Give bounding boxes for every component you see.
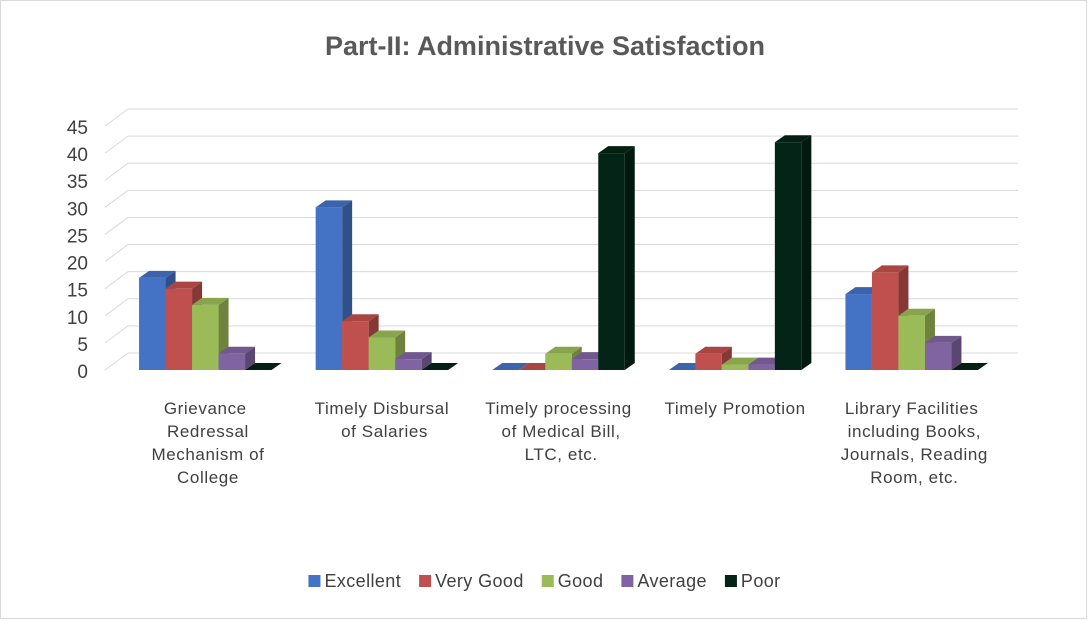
bar (721, 364, 749, 370)
y-tick-label: 15 (67, 281, 88, 302)
y-tick-label: 45 (67, 118, 88, 139)
bar-top (545, 346, 582, 354)
bar (871, 272, 899, 370)
bar-top (342, 314, 379, 322)
bar-top (951, 363, 988, 370)
bar-top (492, 363, 529, 370)
bar (315, 207, 343, 370)
bar (545, 353, 572, 370)
grid-line-side (104, 217, 129, 235)
legend-swatch (541, 575, 554, 587)
bar (748, 364, 775, 370)
bar (598, 153, 625, 370)
legend-label: Excellent (324, 571, 401, 591)
bar (368, 337, 396, 370)
bar-top (695, 346, 732, 354)
y-tick-label: 0 (77, 362, 88, 383)
legend-swatch (724, 575, 737, 587)
x-tick-label: Timely processing of Medical Bill, LTC, … (485, 399, 632, 464)
bar-top (421, 363, 459, 370)
bar-top (871, 265, 909, 273)
bar-top (395, 352, 432, 360)
bar-top (774, 135, 812, 143)
bar-top (192, 297, 229, 305)
chart-title: Part-II: Administrative Satisfaction (325, 31, 765, 61)
legend-swatch (419, 575, 432, 587)
legend-label: Poor (741, 571, 781, 591)
bar-side (245, 346, 256, 370)
y-tick-label: 30 (67, 199, 88, 220)
bar-top (924, 335, 962, 343)
bar-top (598, 146, 635, 154)
bar-top (245, 363, 282, 370)
bar (845, 294, 872, 370)
bar-top (218, 346, 256, 354)
grid-line-side (104, 298, 129, 317)
bar (139, 277, 166, 370)
bar-side (624, 146, 635, 370)
grid-line-side (104, 189, 129, 208)
grid-line-side (104, 352, 129, 371)
x-tick-label: Library Facilities including Books, Jour… (835, 399, 988, 487)
bar (342, 321, 369, 370)
bar (774, 142, 802, 370)
x-tick-label: Timely Promotion (664, 399, 805, 418)
bar-top (165, 281, 203, 289)
legend-label: Average (637, 571, 707, 591)
bar-top (368, 330, 406, 338)
legend-label: Very Good (435, 571, 524, 591)
legend-item: Poor (724, 571, 781, 591)
legend-swatch (308, 575, 321, 587)
y-tick-label: 20 (67, 254, 88, 275)
grid-line-side (104, 271, 129, 290)
bar-side (801, 135, 812, 370)
bar (898, 315, 925, 370)
grid-line-side (104, 325, 129, 344)
grid-line-side (104, 108, 129, 127)
bar-top (139, 270, 176, 278)
y-tick-label: 10 (67, 308, 88, 329)
grid-line-side (104, 135, 129, 154)
legend-label: Good (558, 571, 604, 591)
bar (192, 304, 219, 370)
bar (571, 359, 599, 370)
bar (924, 342, 952, 370)
grid-line-side (104, 244, 129, 262)
y-tick-label: 25 (67, 226, 88, 247)
bar-top (721, 357, 759, 365)
bar-top (898, 308, 935, 316)
bar-side (421, 352, 432, 370)
legend-item: Very Good (419, 571, 524, 591)
bar (395, 359, 422, 370)
x-tick-label: Timely Disbursal of Salaries (315, 399, 450, 441)
y-tick-label: 35 (67, 172, 88, 193)
bar (165, 288, 193, 370)
bar (218, 353, 246, 370)
y-tick-label: 40 (67, 145, 88, 166)
legend-item: Good (541, 571, 604, 591)
bar (695, 353, 722, 370)
bar-side (951, 335, 962, 370)
legend-item: Average (621, 571, 707, 591)
x-tick-label: Grievance Redressal Mechanism of College (146, 399, 264, 487)
legend-swatch (621, 575, 634, 587)
bar-top (315, 200, 353, 208)
legend-item: Excellent (308, 571, 401, 591)
grid-line-side (104, 162, 129, 181)
y-tick-label: 5 (77, 335, 88, 356)
